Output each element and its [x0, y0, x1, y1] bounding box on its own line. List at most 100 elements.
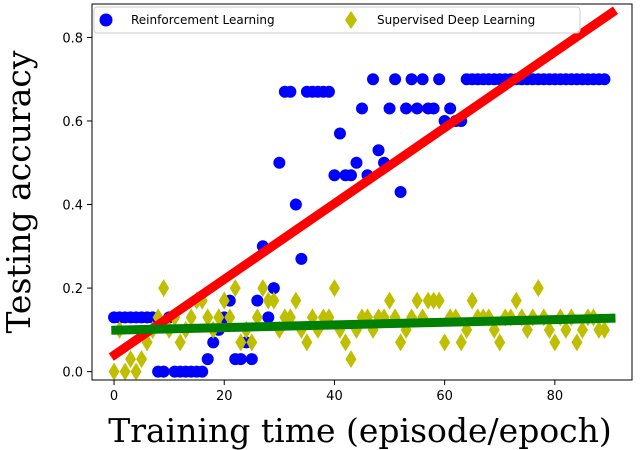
- rl-point: [389, 73, 402, 86]
- rl-point: [433, 73, 446, 86]
- y-tick-label: 0.2: [62, 282, 83, 297]
- sdl-point: [439, 333, 451, 352]
- y-tick-label: 0.6: [62, 115, 83, 130]
- rl-point: [289, 198, 302, 211]
- sdl-point: [384, 291, 396, 310]
- rl-point: [295, 252, 308, 265]
- rl-point: [427, 102, 440, 115]
- rl-point: [344, 169, 357, 182]
- y-axis-title: Testing accuracy: [0, 50, 38, 333]
- rl-point: [201, 353, 214, 366]
- x-tick-label: 40: [326, 389, 343, 404]
- rl-point: [416, 73, 429, 86]
- sdl-point: [549, 333, 561, 352]
- y-tick-label: 0.4: [62, 199, 83, 214]
- sdl-point: [229, 279, 241, 298]
- rl-point: [372, 144, 385, 157]
- legend-marker-circle-icon: [99, 13, 113, 27]
- sdl-point: [246, 333, 258, 352]
- rl-point: [411, 102, 424, 115]
- sdl-point: [422, 291, 434, 310]
- rl-point: [394, 186, 407, 198]
- sdl-point: [466, 291, 478, 310]
- sdl-point: [174, 333, 186, 352]
- sdl-point: [158, 279, 170, 298]
- x-tick-label: 0: [110, 389, 118, 404]
- x-tick-label: 20: [216, 389, 233, 404]
- x-axis-ticks: 0 20 40 60 80: [110, 380, 563, 404]
- rl-point: [157, 365, 170, 378]
- sdl-point: [328, 279, 340, 298]
- rl-point: [350, 156, 363, 169]
- rl-point: [234, 353, 247, 366]
- rl-point: [267, 282, 280, 295]
- sdl-point: [521, 320, 533, 339]
- x-tick-label: 80: [547, 389, 564, 404]
- sdl-trend-line: [111, 313, 616, 335]
- rl-point: [598, 73, 611, 86]
- rl-point: [400, 102, 413, 115]
- sdl-point: [571, 333, 583, 352]
- sdl-point: [218, 291, 230, 310]
- rl-point: [273, 156, 286, 169]
- legend-entry-supervised-deep-learning: Supervised Deep Learning: [377, 13, 535, 27]
- rl-point: [444, 102, 457, 115]
- sdl-point: [532, 279, 544, 298]
- sdl-point: [593, 320, 605, 339]
- sdl-point: [411, 291, 423, 310]
- sdl-point: [345, 350, 357, 369]
- sdl-point: [262, 291, 274, 310]
- legend-entry-reinforcement-learning: Reinforcement Learning: [131, 13, 275, 27]
- legend-marker-diamond-icon: [345, 11, 357, 29]
- sdl-point: [268, 291, 280, 310]
- sdl-point: [251, 308, 263, 327]
- sdl-point: [235, 333, 247, 352]
- sdl-point: [339, 333, 351, 352]
- rl-point: [284, 85, 297, 98]
- rl-point: [383, 102, 396, 115]
- sdl-point: [136, 350, 148, 369]
- x-tick-label: 60: [436, 389, 453, 404]
- y-tick-label: 0.0: [62, 366, 83, 381]
- rl-point: [322, 85, 335, 98]
- sdl-point: [301, 333, 313, 352]
- rl-point: [262, 311, 275, 324]
- legend-box: [93, 6, 581, 34]
- sdl-point: [290, 291, 302, 310]
- sdl-point: [185, 308, 197, 327]
- sdl-point: [494, 333, 506, 352]
- sdl-point: [125, 350, 137, 369]
- sdl-point: [433, 291, 445, 310]
- sdl-point: [560, 320, 572, 339]
- sdl-point: [213, 308, 225, 327]
- sdl-point: [510, 291, 522, 310]
- sdl-point: [130, 362, 142, 381]
- rl-point: [367, 73, 380, 86]
- rl-trend-line: [108, 6, 619, 361]
- sdl-point: [428, 291, 440, 310]
- x-axis-title: Training time (episode/epoch): [108, 411, 612, 450]
- data-points: [108, 73, 611, 381]
- sdl-point: [395, 333, 407, 352]
- sdl-point: [257, 279, 269, 298]
- legend: Reinforcement Learning Supervised Deep L…: [93, 6, 581, 34]
- rl-point: [251, 294, 264, 307]
- rl-point: [405, 73, 418, 86]
- trend-lines: [108, 6, 619, 361]
- sdl-point: [224, 308, 236, 327]
- sdl-point: [576, 320, 588, 339]
- sdl-point: [455, 333, 467, 352]
- y-tick-label: 0.8: [62, 31, 83, 46]
- rl-point: [196, 365, 209, 378]
- sdl-point: [598, 320, 610, 339]
- rl-point: [328, 169, 341, 182]
- sdl-point: [108, 362, 120, 381]
- sdl-point: [543, 320, 555, 339]
- rl-point: [356, 102, 368, 115]
- sdl-point: [119, 362, 131, 381]
- y-axis-ticks: 0.0 0.2 0.4 0.6 0.8: [62, 31, 92, 381]
- plot-frame: [91, 3, 633, 381]
- sdl-point: [202, 308, 214, 327]
- rl-point: [333, 127, 346, 140]
